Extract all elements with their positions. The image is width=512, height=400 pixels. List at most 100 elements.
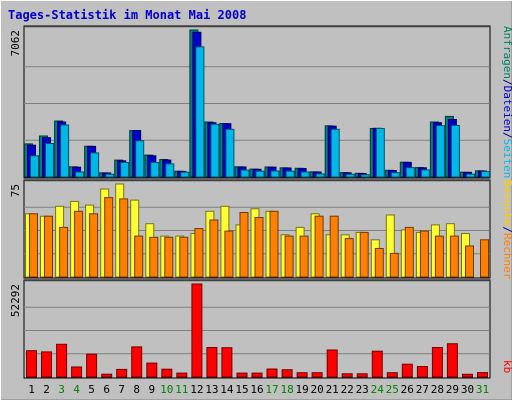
bar-Seiten-day-24 — [375, 128, 385, 178]
bar-kb-day-6 — [101, 373, 113, 378]
x-tick-label-27: 27 — [416, 383, 429, 396]
bar-Rechner-day-23 — [359, 231, 369, 278]
bar-Seiten-day-30 — [466, 173, 475, 178]
x-tick-label-30: 30 — [461, 383, 474, 396]
x-tick-label-7: 7 — [118, 383, 125, 396]
bar-Rechner-day-12 — [194, 228, 204, 278]
bar-Seiten-day-19 — [300, 171, 310, 178]
y-max-label-hits: 7062 — [9, 30, 22, 57]
panel-visits — [23, 179, 491, 279]
legend-entry: Seiten — [501, 139, 512, 179]
bar-Seiten-day-18 — [285, 170, 295, 178]
bar-Seiten-day-31 — [481, 171, 490, 178]
bar-kb-day-2 — [41, 351, 52, 378]
x-tick-label-23: 23 — [356, 383, 369, 396]
bar-Seiten-day-5 — [90, 152, 100, 178]
legend-entry: Besuche — [501, 180, 512, 226]
bar-Rechner-day-27 — [419, 230, 429, 278]
bar-kb-day-28 — [431, 347, 443, 378]
x-tick-label-10: 10 — [160, 383, 173, 396]
bar-Seiten-day-29 — [450, 124, 460, 178]
bar-kb-day-16 — [251, 372, 263, 378]
bar-Rechner-day-15 — [239, 212, 249, 278]
bar-Seiten-day-6 — [105, 173, 115, 178]
x-tick-label-14: 14 — [220, 383, 234, 396]
bar-Rechner-day-10 — [164, 236, 174, 278]
bar-Rechner-day-28 — [434, 235, 444, 278]
bar-Rechner-day-26 — [404, 226, 414, 278]
x-tick-label-6: 6 — [103, 383, 110, 396]
panel-kb-frame — [23, 279, 491, 379]
bar-Seiten-day-9 — [150, 161, 160, 178]
bar-kb-day-14 — [221, 347, 233, 378]
legend-entry: / — [501, 79, 512, 86]
bar-Rechner-day-20 — [314, 215, 324, 278]
x-axis-labels: 1 2 3 4 5 6 7 8 9 10 11 12 13 14 15 16 17 18 19 20 21 22 23 24 2… — [28, 383, 489, 396]
bar-kb-day-10 — [161, 368, 173, 378]
x-tick-label-28: 28 — [431, 383, 444, 396]
bar-Rechner-day-21 — [329, 215, 339, 278]
bar-kb-day-13 — [206, 347, 218, 378]
bar-kb-day-20 — [311, 372, 323, 378]
bar-Seiten-day-11 — [180, 171, 190, 178]
bar-Rechner-day-30 — [465, 245, 474, 278]
x-tick-label-25: 25 — [386, 383, 399, 396]
bar-Seiten-day-16 — [255, 170, 265, 178]
bar-Rechner-day-16 — [254, 217, 264, 278]
legend-entry: / — [501, 132, 512, 139]
chart-panels — [23, 25, 491, 379]
bar-Seiten-day-23 — [360, 174, 370, 178]
bar-kb-day-1 — [26, 350, 37, 378]
bar-Rechner-day-14 — [224, 230, 234, 278]
bar-Rechner-day-2 — [44, 215, 53, 278]
x-tick-label-13: 13 — [205, 383, 218, 396]
bar-kb-day-11 — [176, 372, 188, 378]
bar-Seiten-day-3 — [60, 124, 70, 178]
x-tick-label-24: 24 — [371, 383, 385, 396]
bar-kb-day-25 — [386, 372, 398, 378]
panel-hits-frame — [23, 25, 491, 179]
y-max-label-kb: 52292 — [9, 284, 22, 317]
bar-kb-day-29 — [446, 343, 458, 378]
bar-kb-day-23 — [356, 373, 368, 378]
x-tick-label-8: 8 — [133, 383, 140, 396]
bar-kb-day-12 — [191, 283, 203, 378]
x-tick-label-4: 4 — [73, 383, 80, 396]
bar-Rechner-day-31 — [480, 239, 489, 278]
bar-Rechner-day-7 — [119, 198, 129, 278]
x-tick-label-3: 3 — [58, 383, 65, 396]
bar-Rechner-day-5 — [89, 213, 99, 278]
bar-Seiten-day-2 — [45, 143, 54, 178]
bar-kb-day-3 — [56, 343, 68, 378]
bar-kb-day-5 — [86, 353, 98, 378]
bar-Seiten-day-12 — [195, 46, 205, 178]
x-tick-label-16: 16 — [250, 383, 263, 396]
legend-middle: Besuche/Rechner — [501, 180, 512, 280]
bar-kb-day-8 — [131, 346, 143, 378]
bar-Seiten-day-28 — [435, 125, 445, 178]
bar-Rechner-day-6 — [104, 197, 114, 278]
x-tick-label-15: 15 — [235, 383, 248, 396]
x-tick-label-29: 29 — [446, 383, 459, 396]
x-tick-label-26: 26 — [401, 383, 414, 396]
bar-kb-day-26 — [401, 363, 413, 378]
bar-Seiten-day-1 — [30, 155, 39, 178]
bar-Rechner-day-25 — [389, 252, 399, 278]
bar-Seiten-day-4 — [75, 171, 85, 178]
x-tick-label-1: 1 — [28, 383, 35, 396]
bar-Seiten-day-7 — [120, 161, 130, 178]
series-Seiten — [30, 46, 490, 178]
bar-kb-day-9 — [146, 362, 158, 378]
bar-kb-day-22 — [341, 373, 353, 378]
series-Rechner — [29, 197, 489, 278]
bar-Seiten-day-13 — [210, 123, 220, 178]
bar-kb-day-7 — [116, 368, 128, 378]
series-kb — [26, 283, 488, 378]
bar-Seiten-day-10 — [165, 163, 175, 178]
x-tick-label-19: 19 — [295, 383, 308, 396]
bar-kb-day-31 — [477, 372, 488, 378]
legend-entry: Dateien — [501, 86, 512, 132]
x-tick-label-21: 21 — [326, 383, 339, 396]
x-tick-label-9: 9 — [148, 383, 155, 396]
